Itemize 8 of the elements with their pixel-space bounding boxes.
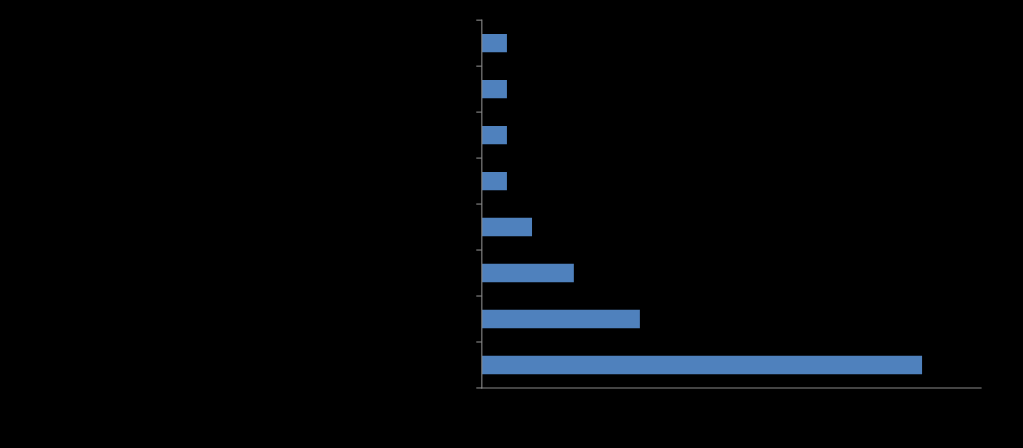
- bar: [481, 217, 533, 237]
- bar: [481, 263, 574, 283]
- bar: [481, 171, 507, 191]
- bar: [481, 309, 640, 329]
- bar: [481, 355, 923, 375]
- bar: [481, 79, 507, 99]
- bar: [481, 125, 507, 145]
- bar: [481, 33, 507, 53]
